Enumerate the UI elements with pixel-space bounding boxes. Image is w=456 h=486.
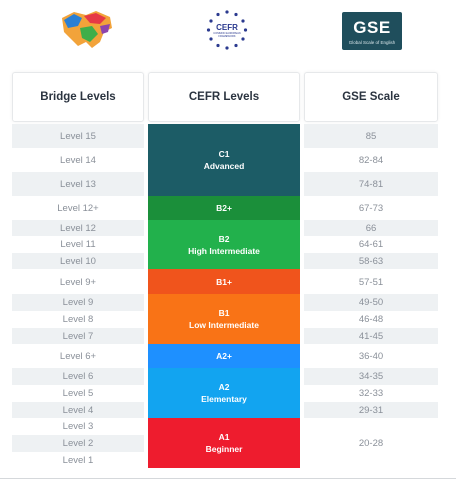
bridge-level-row: Level 12+	[12, 196, 144, 220]
bridge-level-row: Level 15	[12, 124, 144, 148]
gse-score-row: 36-40	[304, 344, 438, 368]
gse-logo-subtitle: Global Scale of English	[348, 40, 396, 45]
cefr-level-code: B1	[218, 308, 230, 318]
bridge-level-row: Level 6+	[12, 344, 144, 368]
cefr-level-code: A2	[218, 382, 230, 392]
cefr-logo-title: CEFR	[216, 23, 238, 32]
cefr-level-code: C1	[218, 149, 230, 159]
cefr-logo-subtitle: COMMON EUROPEAN FRAMEWORK	[213, 32, 241, 38]
cefr-level-code: B1+	[216, 276, 232, 287]
cefr-band-b1-plus: B1+	[148, 269, 300, 294]
cefr-level-name: Beginner	[205, 444, 243, 454]
gse-scale-column: GSE Scale 85 82-84 74-81 67-73 66 64-61 58-63 5…	[304, 72, 438, 468]
world-map-logo	[62, 11, 112, 48]
gse-score-row: 64-61	[304, 236, 438, 253]
gse-logo: GSE Global Scale of English	[342, 12, 402, 50]
gse-score-row: 41-45	[304, 328, 438, 344]
bridge-levels-column: Bridge Levels Level 15 Level 14 Level 13 Le…	[12, 72, 144, 468]
bridge-level-row: Level 2	[12, 435, 144, 452]
gse-scale-list: 85 82-84 74-81 67-73 66 64-61 58-63 57-51 49-50 4…	[304, 124, 438, 468]
cefr-band-a2-plus: A2+	[148, 344, 300, 368]
bridge-level-row: Level 9+	[12, 270, 144, 294]
gse-scale-header: GSE Scale	[304, 72, 438, 122]
bridge-level-row: Level 13	[12, 172, 144, 196]
cefr-band-b1: B1 Low Intermediate	[148, 294, 300, 344]
cefr-level-code: A1	[218, 432, 230, 442]
bridge-level-row: Level 1	[12, 452, 144, 468]
cefr-levels-column: CEFR Levels C1 Advanced B2+ B2 High Intermed…	[148, 72, 300, 468]
cefr-band-c1: C1 Advanced	[148, 124, 300, 196]
bridge-levels-list: Level 15 Level 14 Level 13 Level 12+ Level 1…	[12, 124, 144, 468]
bridge-level-row: Level 6	[12, 368, 144, 385]
gse-score-row: 32-33	[304, 385, 438, 401]
gse-score-row: 67-73	[304, 196, 438, 220]
bridge-level-row: Level 12	[12, 220, 144, 236]
cefr-levels-list: C1 Advanced B2+ B2 High Intermediate B1+ B1 Low…	[148, 124, 300, 468]
cefr-stars-icon	[206, 10, 248, 50]
cefr-band-a1: A1 Beginner	[148, 418, 300, 468]
bridge-level-row: Level 8	[12, 311, 144, 327]
gse-score-row: 85	[304, 124, 438, 148]
cefr-band-b2-plus: B2+	[148, 196, 300, 220]
bridge-level-row: Level 7	[12, 328, 144, 344]
cefr-band-b2: B2 High Intermediate	[148, 220, 300, 269]
gse-score-row: 46-48	[304, 311, 438, 327]
cefr-level-code: B2+	[216, 203, 232, 213]
cefr-band-a2: A2 Elementary	[148, 368, 300, 418]
gse-score-row: 82-84	[304, 148, 438, 172]
cefr-level-name: High Intermediate	[188, 245, 260, 256]
bridge-level-row: Level 3	[12, 418, 144, 435]
bridge-level-row: Level 5	[12, 385, 144, 401]
cefr-levels-header: CEFR Levels	[148, 72, 300, 122]
gse-score-row: 29-31	[304, 402, 438, 418]
gse-score-row: 74-81	[304, 172, 438, 196]
cefr-level-name: Low Intermediate	[189, 320, 259, 330]
gse-score-row: 34-35	[304, 368, 438, 385]
cefr-level-name: Elementary	[201, 394, 247, 404]
bridge-level-row: Level 4	[12, 402, 144, 418]
bridge-level-row: Level 10	[12, 253, 144, 269]
logo-bar: CEFR COMMON EUROPEAN FRAMEWORK GSE Globa…	[0, 0, 456, 60]
bridge-level-row: Level 9	[12, 294, 144, 311]
gse-score-row: 58-63	[304, 253, 438, 269]
bridge-level-row: Level 11	[12, 236, 144, 253]
gse-score-row: 49-50	[304, 294, 438, 311]
cefr-logo: CEFR COMMON EUROPEAN FRAMEWORK	[202, 6, 252, 56]
divider	[0, 478, 456, 479]
cefr-level-code: A2+	[216, 351, 232, 361]
bridge-levels-header: Bridge Levels	[12, 72, 144, 122]
gse-score-row: 57-51	[304, 270, 438, 294]
bridge-level-row: Level 14	[12, 148, 144, 172]
gse-score-row: 20-28	[304, 418, 438, 468]
gse-logo-title: GSE	[353, 18, 391, 37]
cefr-level-name: Advanced	[203, 161, 245, 171]
gse-score-row: 66	[304, 220, 438, 236]
cefr-level-code: B2	[218, 233, 230, 244]
